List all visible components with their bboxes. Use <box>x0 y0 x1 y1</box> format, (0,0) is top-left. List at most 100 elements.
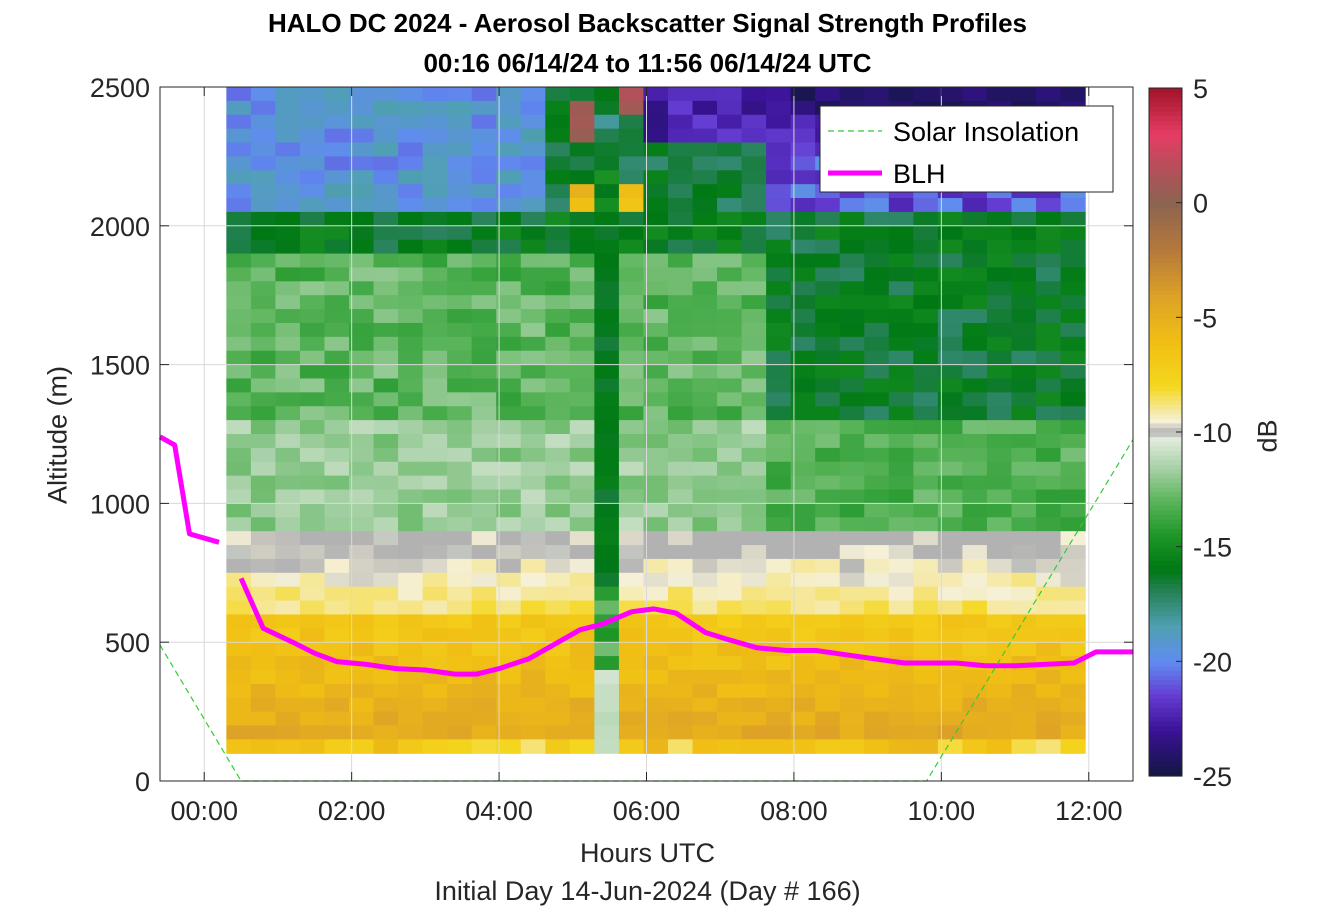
heatmap-cell <box>937 239 964 255</box>
heatmap-cell <box>962 517 988 532</box>
heatmap-cell <box>667 669 694 685</box>
heatmap-cell <box>422 225 448 241</box>
heatmap-cell <box>349 614 375 629</box>
heatmap-cell <box>545 586 571 602</box>
colorbar-segment <box>1149 620 1182 626</box>
heatmap-cell <box>717 447 743 463</box>
heatmap-cell <box>594 100 620 116</box>
heatmap-cell <box>986 336 1013 352</box>
heatmap-cell <box>766 87 792 102</box>
heatmap-cell <box>913 392 939 407</box>
colorbar-segment <box>1149 188 1182 195</box>
heatmap-cell <box>545 100 571 116</box>
heatmap-cell <box>815 253 841 269</box>
colorbar-segment <box>1149 165 1182 172</box>
heatmap-cell <box>398 725 424 740</box>
heatmap-cell <box>226 739 252 754</box>
heatmap-cell <box>422 697 448 713</box>
heatmap-cell <box>299 267 326 282</box>
heatmap-cell <box>545 656 571 671</box>
heatmap-cell <box>520 198 546 213</box>
heatmap-cell <box>790 614 816 629</box>
heatmap-cell <box>422 392 448 407</box>
heatmap-cell <box>1036 350 1062 366</box>
heatmap-cell <box>496 628 522 643</box>
heatmap-cell <box>299 170 326 185</box>
heatmap-cell <box>888 364 914 380</box>
heatmap-cell <box>618 683 645 699</box>
heatmap-cell <box>692 558 718 574</box>
heatmap-cell <box>717 461 743 477</box>
heatmap-cell <box>937 295 964 310</box>
colorbar-segment <box>1149 720 1182 727</box>
heatmap-cell <box>1060 364 1086 380</box>
heatmap-cell <box>545 420 571 435</box>
heatmap-cell <box>594 697 620 713</box>
heatmap-cell <box>815 503 841 518</box>
heatmap-cell <box>937 628 964 643</box>
colorbar-segment <box>1149 331 1182 337</box>
colorbar-segment <box>1149 555 1182 562</box>
heatmap-cell <box>888 392 914 407</box>
heatmap-cell <box>913 336 939 352</box>
heatmap-cell <box>962 461 988 477</box>
heatmap-cell <box>717 350 743 366</box>
heatmap-cell <box>643 198 669 213</box>
chart-title: HALO DC 2024 - Aerosol Backscatter Signa… <box>267 8 1028 38</box>
heatmap-cell <box>569 281 595 296</box>
heatmap-cell <box>937 531 964 546</box>
heatmap-cell <box>422 614 448 629</box>
heatmap-cell <box>962 406 988 421</box>
heatmap-cell <box>839 697 865 713</box>
heatmap-cell <box>250 295 277 310</box>
heatmap-cell <box>937 364 964 380</box>
heatmap-cell <box>226 142 252 157</box>
heatmap-cell <box>594 170 620 185</box>
heatmap-cell <box>545 225 571 241</box>
heatmap-cell <box>888 586 914 602</box>
heatmap-cell <box>520 683 546 699</box>
heatmap-cell <box>226 711 252 727</box>
colorbar-segment <box>1149 436 1182 442</box>
heatmap-cell <box>643 170 669 185</box>
heatmap-cell <box>496 87 522 102</box>
heatmap-cell <box>1011 517 1037 532</box>
heatmap-cell <box>1060 697 1086 713</box>
heatmap-cell <box>349 545 375 560</box>
colorbar-segment <box>1149 707 1182 713</box>
heatmap-cell <box>888 628 914 643</box>
heatmap-cell <box>643 114 669 130</box>
heatmap-cell <box>594 364 620 380</box>
heatmap-cell <box>667 656 694 671</box>
heatmap-cell <box>864 614 890 629</box>
heatmap-cell <box>815 489 841 504</box>
heatmap-cell <box>741 211 767 227</box>
heatmap-cell <box>667 489 694 504</box>
colorbar-segment <box>1149 221 1182 227</box>
heatmap-cell <box>815 392 841 407</box>
heatmap-cell <box>937 572 964 588</box>
heatmap-cell <box>373 309 399 324</box>
heatmap-cell <box>839 434 865 449</box>
heatmap-cell <box>545 517 571 532</box>
heatmap-cell <box>618 739 645 754</box>
heatmap-cell <box>422 461 448 477</box>
heatmap-cell <box>324 322 350 338</box>
heatmap-cell <box>226 322 252 338</box>
heatmap-cell <box>937 225 964 241</box>
colorbar-segment <box>1149 615 1182 621</box>
heatmap-cell <box>496 364 522 380</box>
heatmap-cell <box>864 697 890 713</box>
heatmap-cell <box>496 336 522 352</box>
heatmap-cell <box>717 114 743 130</box>
heatmap-cell <box>471 461 497 477</box>
heatmap-cell <box>398 336 424 352</box>
heatmap-cell <box>471 378 497 393</box>
heatmap-cell <box>864 350 890 366</box>
heatmap-cell <box>496 725 522 740</box>
heatmap-cell <box>815 267 841 282</box>
heatmap-cell <box>790 545 816 560</box>
heatmap-cell <box>447 392 473 407</box>
heatmap-cell <box>398 350 424 366</box>
heatmap-cell <box>1036 461 1062 477</box>
